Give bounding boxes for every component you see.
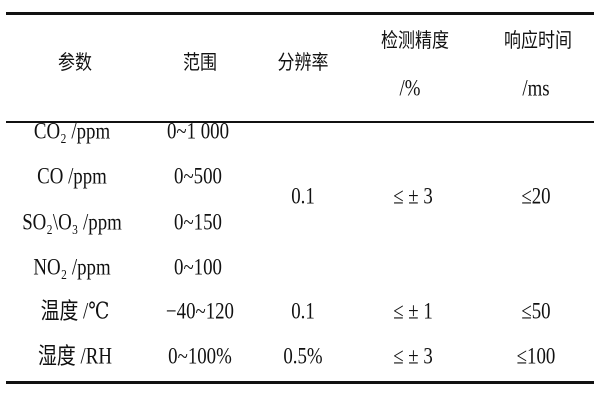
row-accuracy: ≤ ± 3: [393, 343, 433, 369]
row-param: 温度 /℃: [40, 298, 110, 324]
row-range: 0~100: [174, 254, 222, 280]
top-rule: [6, 12, 594, 15]
header-accuracy-unit: /%: [399, 75, 421, 101]
row-range: −40~120: [166, 298, 234, 324]
header-range: 范围: [183, 50, 217, 74]
header-rule: [6, 121, 594, 123]
gas-response: ≤20: [521, 183, 551, 209]
row-param: NO₂ /ppm: [33, 254, 111, 280]
gas-resolution: 0.1: [291, 183, 315, 209]
header-response-unit: /ms: [522, 75, 550, 101]
row-param: CO₂ /ppm: [33, 118, 111, 144]
row-resolution: 0.5%: [283, 343, 323, 369]
header-resolution: 分辨率: [277, 50, 329, 74]
row-resolution: 0.1: [291, 298, 315, 324]
row-param: CO /ppm: [37, 163, 107, 189]
row-response: ≤50: [521, 298, 551, 324]
row-range: 0~500: [174, 163, 222, 189]
row-param: 湿度 /RH: [38, 343, 112, 369]
header-param: 参数: [58, 50, 92, 74]
gas-accuracy: ≤ ± 3: [393, 183, 433, 209]
row-range: 0~100%: [168, 343, 232, 369]
row-response: ≤100: [516, 343, 556, 369]
row-range: 0~150: [174, 209, 222, 235]
bottom-rule: [6, 381, 594, 384]
row-accuracy: ≤ ± 1: [393, 298, 433, 324]
header-accuracy: 检测精度: [381, 28, 449, 52]
row-range: 0~1 000: [166, 118, 230, 144]
row-param: SO₂\O₃ /ppm: [22, 209, 122, 235]
header-response: 响应时间: [504, 28, 572, 52]
